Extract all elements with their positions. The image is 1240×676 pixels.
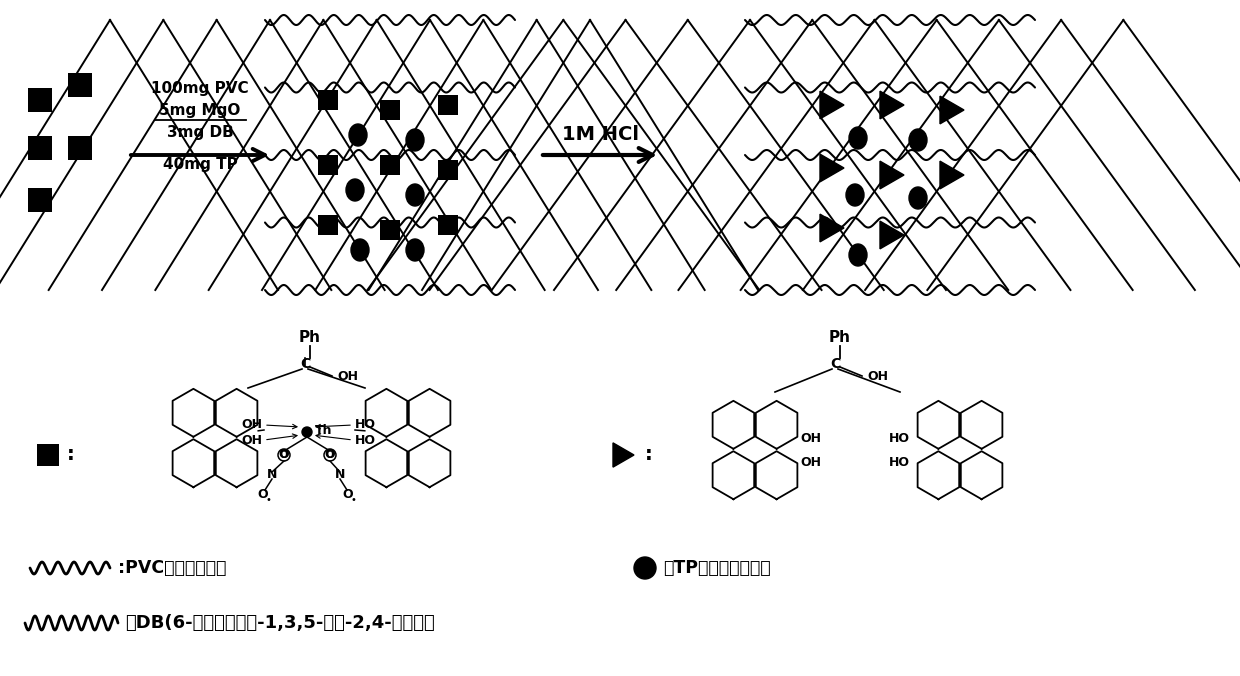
Ellipse shape bbox=[909, 187, 928, 209]
Circle shape bbox=[303, 427, 312, 437]
Text: OH: OH bbox=[867, 370, 888, 383]
Ellipse shape bbox=[849, 127, 867, 149]
Ellipse shape bbox=[909, 129, 928, 151]
Bar bbox=[317, 215, 339, 235]
Ellipse shape bbox=[849, 244, 867, 266]
Text: Ph: Ph bbox=[299, 331, 321, 345]
Text: :: : bbox=[67, 445, 74, 464]
Circle shape bbox=[324, 449, 336, 461]
Text: OH: OH bbox=[801, 431, 822, 445]
Text: HO: HO bbox=[888, 456, 909, 468]
Text: O: O bbox=[326, 450, 334, 460]
Text: •: • bbox=[350, 495, 356, 505]
Text: OH: OH bbox=[801, 456, 822, 468]
Bar bbox=[317, 90, 339, 110]
Text: OH: OH bbox=[337, 370, 358, 383]
Text: OH: OH bbox=[241, 418, 262, 431]
Ellipse shape bbox=[348, 124, 367, 146]
Text: 40mg TP: 40mg TP bbox=[162, 158, 237, 172]
Bar bbox=[29, 188, 52, 212]
Ellipse shape bbox=[405, 239, 424, 261]
Text: ：DB(6-（二丁氨基）-1,3,5-三小-2,4-二硫醇）: ：DB(6-（二丁氨基）-1,3,5-三小-2,4-二硫醇） bbox=[125, 614, 435, 632]
Bar bbox=[379, 155, 401, 175]
Bar bbox=[379, 100, 401, 120]
Text: HO: HO bbox=[355, 418, 376, 431]
Text: •: • bbox=[265, 495, 270, 505]
Text: Th: Th bbox=[315, 423, 332, 437]
Text: ：TP（磷酸三甲酵）: ：TP（磷酸三甲酵） bbox=[663, 559, 770, 577]
Ellipse shape bbox=[846, 184, 864, 206]
Bar bbox=[317, 155, 339, 175]
Text: O: O bbox=[280, 450, 288, 460]
Text: Ph: Ph bbox=[830, 331, 851, 345]
Text: O: O bbox=[342, 487, 353, 500]
Ellipse shape bbox=[351, 239, 370, 261]
Text: HO: HO bbox=[355, 433, 376, 447]
Text: C: C bbox=[300, 357, 310, 371]
Text: OH: OH bbox=[241, 433, 262, 447]
Ellipse shape bbox=[346, 179, 365, 201]
Ellipse shape bbox=[634, 557, 656, 579]
Text: O: O bbox=[325, 448, 335, 462]
Text: 1M HCl: 1M HCl bbox=[562, 126, 639, 145]
Bar bbox=[29, 136, 52, 160]
Text: O: O bbox=[258, 487, 268, 500]
Text: N: N bbox=[267, 468, 278, 481]
Bar bbox=[29, 88, 52, 112]
Text: 5mg MgO: 5mg MgO bbox=[159, 103, 241, 118]
Text: 3mg DB: 3mg DB bbox=[166, 124, 233, 139]
Text: :PVC（聚氯乙烯）: :PVC（聚氯乙烯） bbox=[118, 559, 227, 577]
Text: N: N bbox=[335, 468, 345, 481]
Bar bbox=[68, 136, 92, 160]
Circle shape bbox=[278, 449, 290, 461]
Bar bbox=[37, 444, 60, 466]
Bar bbox=[438, 160, 458, 180]
Text: 100mg PVC: 100mg PVC bbox=[151, 80, 249, 95]
Bar bbox=[438, 95, 458, 115]
Text: :: : bbox=[645, 445, 652, 464]
Ellipse shape bbox=[405, 129, 424, 151]
Bar bbox=[68, 73, 92, 97]
Bar bbox=[438, 215, 458, 235]
Text: O: O bbox=[279, 448, 289, 462]
Ellipse shape bbox=[405, 184, 424, 206]
Text: HO: HO bbox=[888, 431, 909, 445]
Bar bbox=[379, 220, 401, 240]
Text: C: C bbox=[830, 357, 841, 371]
